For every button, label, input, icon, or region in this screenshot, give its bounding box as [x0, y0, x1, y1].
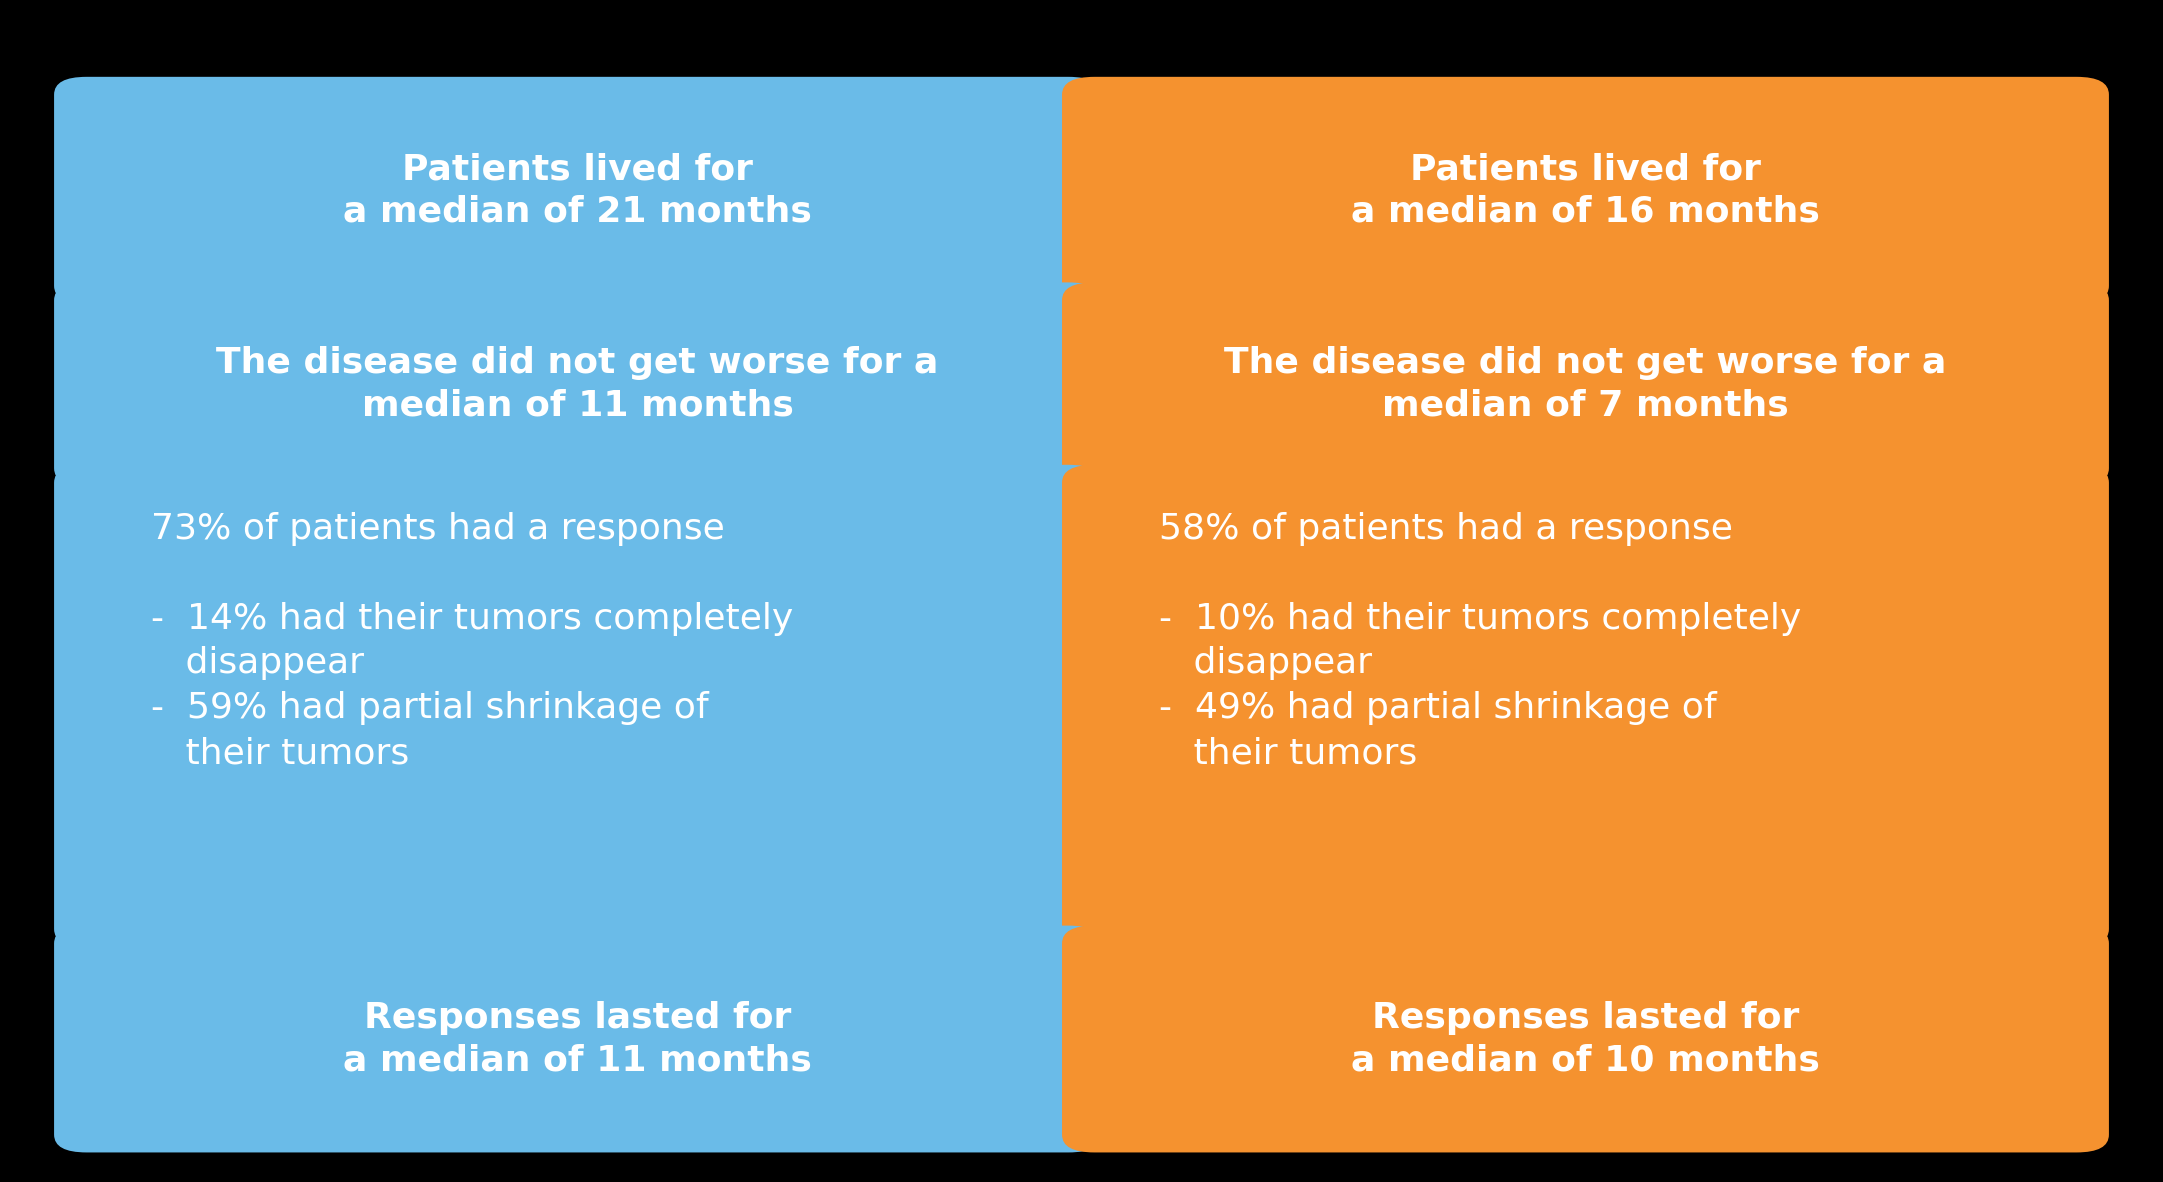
FancyBboxPatch shape: [1062, 77, 2109, 304]
FancyBboxPatch shape: [54, 282, 1101, 486]
Text: Patients lived for
a median of 21 months: Patients lived for a median of 21 months: [344, 152, 811, 228]
Text: The disease did not get worse for a
median of 11 months: The disease did not get worse for a medi…: [216, 346, 939, 422]
Text: Responses lasted for
a median of 11 months: Responses lasted for a median of 11 mont…: [344, 1001, 811, 1077]
FancyBboxPatch shape: [54, 926, 1101, 1152]
Text: 73% of patients had a response

-  14% had their tumors completely
   disappear
: 73% of patients had a response - 14% had…: [151, 512, 794, 771]
FancyBboxPatch shape: [1062, 465, 2109, 947]
Text: Patients lived for
a median of 16 months: Patients lived for a median of 16 months: [1352, 152, 1819, 228]
Text: 58% of patients had a response

-  10% had their tumors completely
   disappear
: 58% of patients had a response - 10% had…: [1159, 512, 1802, 771]
FancyBboxPatch shape: [1062, 926, 2109, 1152]
Text: Responses lasted for
a median of 10 months: Responses lasted for a median of 10 mont…: [1352, 1001, 1819, 1077]
FancyBboxPatch shape: [54, 77, 1101, 304]
FancyBboxPatch shape: [1062, 282, 2109, 486]
FancyBboxPatch shape: [54, 465, 1101, 947]
Text: The disease did not get worse for a
median of 7 months: The disease did not get worse for a medi…: [1224, 346, 1947, 422]
